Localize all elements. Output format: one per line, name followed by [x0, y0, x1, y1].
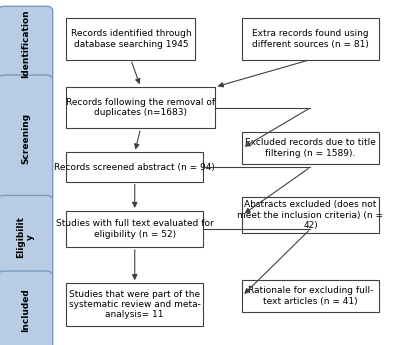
FancyBboxPatch shape: [66, 152, 203, 182]
Text: Screening: Screening: [21, 113, 30, 164]
Text: Studies that were part of the
systematic review and meta-
analysis= 11: Studies that were part of the systematic…: [69, 290, 201, 319]
Text: Included: Included: [21, 289, 30, 333]
Text: Identification: Identification: [21, 10, 30, 78]
FancyBboxPatch shape: [242, 280, 379, 312]
Text: Abstracts excluded (does not
meet the inclusion criteria) (n =
42): Abstracts excluded (does not meet the in…: [238, 200, 384, 230]
FancyBboxPatch shape: [66, 18, 195, 60]
Text: Records screened abstract (n = 94): Records screened abstract (n = 94): [54, 162, 215, 171]
Text: Studies with full text evaluated for
eligibility (n = 52): Studies with full text evaluated for eli…: [56, 219, 214, 239]
FancyBboxPatch shape: [242, 132, 379, 165]
Text: Records identified through
database searching 1945: Records identified through database sear…: [70, 29, 191, 49]
FancyBboxPatch shape: [0, 271, 53, 345]
Text: Excluded records due to title
filtering (n = 1589).: Excluded records due to title filtering …: [245, 138, 376, 158]
FancyBboxPatch shape: [66, 211, 203, 247]
FancyBboxPatch shape: [66, 283, 203, 326]
FancyBboxPatch shape: [242, 18, 379, 60]
Text: Records following the removal of
duplicates (n=1683): Records following the removal of duplica…: [66, 98, 215, 117]
FancyBboxPatch shape: [0, 6, 53, 82]
FancyBboxPatch shape: [0, 75, 53, 202]
FancyBboxPatch shape: [242, 197, 379, 233]
FancyBboxPatch shape: [0, 195, 53, 278]
Text: Rationale for excluding full-
text articles (n = 41): Rationale for excluding full- text artic…: [248, 286, 373, 306]
FancyBboxPatch shape: [66, 87, 215, 128]
Text: Extra records found using
different sources (n = 81): Extra records found using different sour…: [252, 29, 369, 49]
Text: Eligibilit
y: Eligibilit y: [16, 216, 35, 258]
